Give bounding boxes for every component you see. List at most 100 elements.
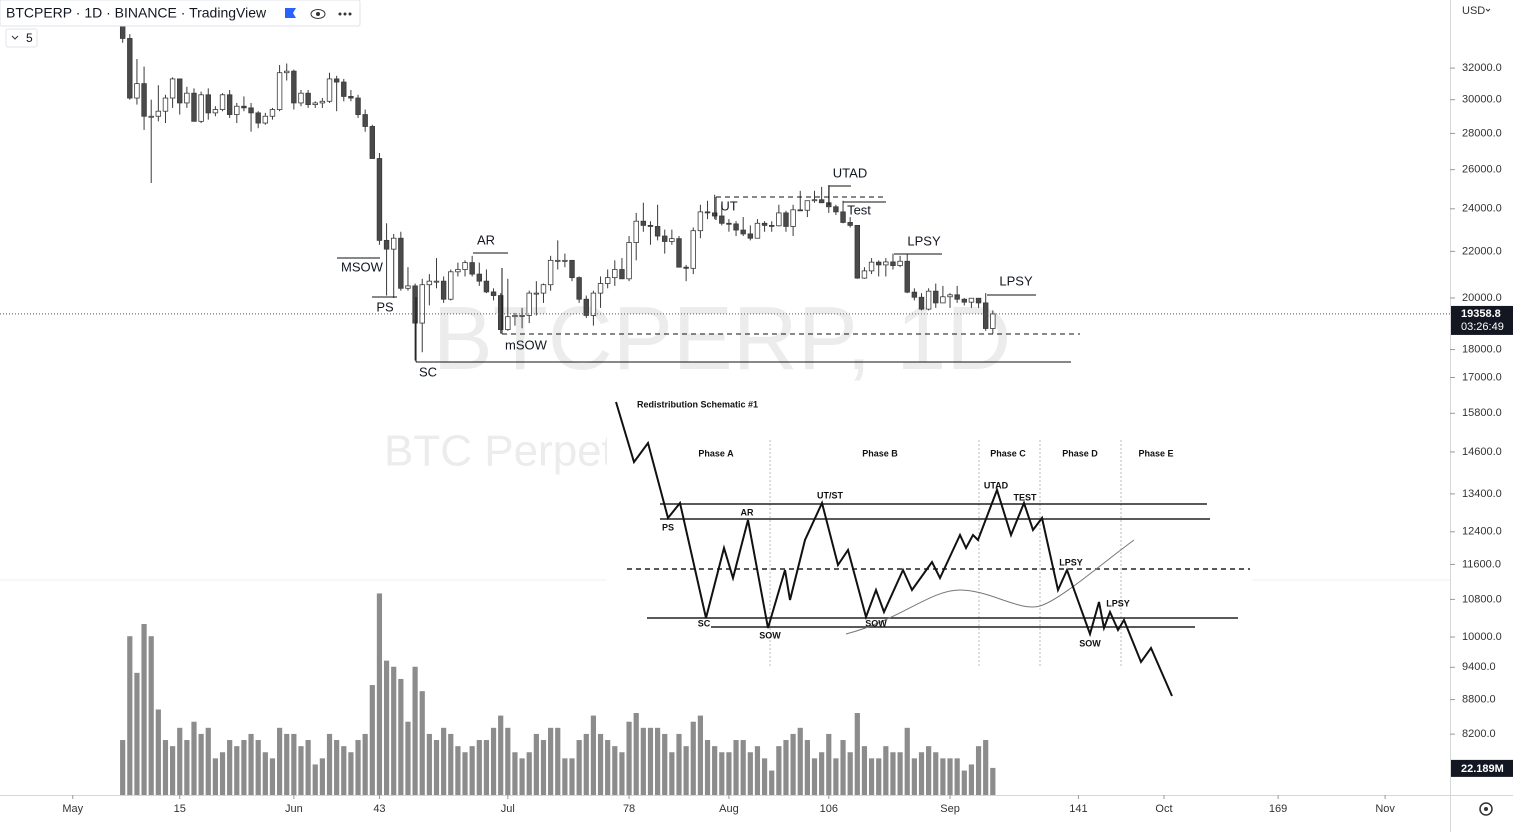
candle-body [747, 233, 754, 239]
more-icon[interactable] [338, 12, 352, 16]
candle-body [291, 70, 297, 104]
volume-bar [719, 752, 725, 795]
chevron-icon[interactable] [11, 35, 19, 40]
candle-body [590, 292, 597, 316]
volume-bar [391, 666, 397, 795]
candle-body [633, 220, 639, 243]
candle-body [184, 92, 190, 104]
candle-body [818, 199, 825, 204]
volume-bar [433, 740, 440, 795]
volume-bar [590, 715, 597, 795]
volume-bar [754, 746, 761, 795]
volume-bar [783, 740, 789, 795]
y-tick-label: 13400.0 [1462, 488, 1502, 500]
y-tick-label: 17000.0 [1462, 371, 1502, 383]
volume-bar [305, 740, 311, 795]
y-tick-label: 8800.0 [1462, 693, 1496, 705]
volume-bar [548, 727, 554, 795]
volume-bar [740, 740, 746, 795]
volume-bar [512, 752, 518, 795]
volume-bar [690, 721, 696, 795]
candle-body [391, 237, 397, 250]
candle-body [533, 292, 540, 295]
volume-bar [540, 740, 547, 795]
candle-body [398, 237, 404, 289]
volume-bar [826, 733, 832, 795]
x-tick-label: 78 [623, 803, 635, 815]
candle-body [783, 212, 789, 227]
flag-icon[interactable] [285, 8, 296, 18]
schematic-label: PS [662, 522, 674, 532]
y-tick-label: 8200.0 [1462, 728, 1496, 740]
volume-bar [819, 752, 825, 795]
settings-icon[interactable] [1479, 802, 1493, 816]
candle-body [305, 92, 311, 105]
candle-body [555, 259, 561, 262]
symbol-title[interactable]: BTCPERP · 1D · BINANCE · TradingView [6, 5, 267, 21]
volume-bar [954, 758, 960, 795]
volume-bar [348, 752, 354, 795]
candle-body [940, 296, 946, 304]
candle-body [933, 290, 939, 304]
candle-body [448, 271, 454, 300]
candle-body [298, 92, 304, 104]
candle-body [505, 316, 511, 330]
candle-body [284, 70, 290, 74]
candle-body [512, 315, 518, 318]
volume-bar [669, 752, 675, 795]
candle-body [191, 92, 197, 122]
y-tick-label: 10800.0 [1462, 593, 1502, 605]
candle-body [733, 223, 739, 231]
phase-label: Phase C [990, 448, 1026, 458]
candle-body [847, 222, 853, 226]
symbol-bar[interactable] [0, 0, 361, 27]
candle-body [612, 269, 618, 279]
candle-body [255, 112, 261, 124]
candle-body [947, 294, 953, 298]
candle-body [804, 200, 811, 211]
indicators-toggle[interactable] [5, 28, 38, 48]
currency-chevron[interactable] [1485, 8, 1491, 12]
volume-bar [790, 733, 796, 795]
x-tick-label: May [62, 803, 83, 815]
candle-body [169, 78, 176, 99]
volume-bar [134, 672, 140, 795]
y-tick-label: 30000.0 [1462, 94, 1502, 106]
candle-body [212, 109, 219, 114]
volume-bar [626, 721, 632, 795]
schematic-label: SOW [1079, 638, 1101, 648]
volume-bar [569, 758, 575, 795]
volume-bar [868, 758, 875, 795]
volume-bar [797, 727, 803, 795]
candle-body [369, 126, 376, 159]
volume-bar [212, 758, 218, 795]
volume-bar [298, 746, 304, 795]
x-tick-label: 141 [1069, 803, 1087, 815]
candle-body [469, 262, 475, 275]
candle-body [155, 110, 162, 117]
visibility-icon[interactable] [310, 9, 326, 19]
candle-body [569, 259, 575, 279]
volume-bar [234, 746, 240, 795]
schematic-label: TEST [1013, 492, 1037, 502]
indicator-count[interactable]: 5 [26, 31, 33, 45]
candle-body [690, 230, 696, 269]
volume-bar [926, 746, 932, 795]
volume-bar [555, 727, 561, 795]
volume-bar [198, 733, 204, 795]
candle-body [234, 105, 240, 115]
candle-body [797, 209, 803, 212]
volume-bar [904, 727, 910, 795]
volume-bar [597, 733, 604, 795]
volume-bar [726, 752, 732, 795]
schematic-label: LPSY [1106, 598, 1130, 608]
y-tick-label: 12400.0 [1462, 526, 1502, 538]
candle-body [754, 222, 761, 239]
annotation-label: MSOW [341, 259, 384, 274]
volume-bar [647, 727, 654, 795]
currency[interactable]: USD [1462, 5, 1485, 17]
volume-bar [704, 740, 711, 795]
candle-body [662, 235, 668, 242]
volume-bar [483, 740, 490, 795]
volume-bar [184, 740, 190, 795]
